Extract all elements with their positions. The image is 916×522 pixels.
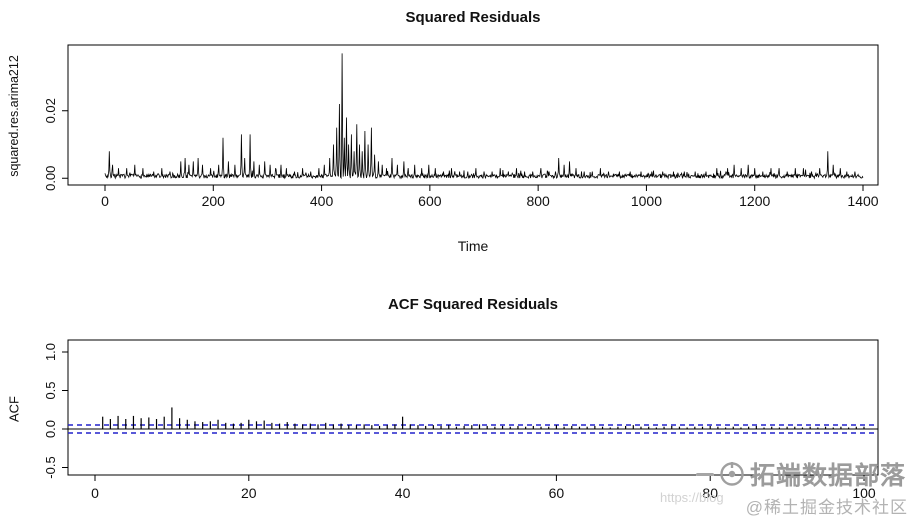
chart2-y-tick-label: 1.0 [43,343,58,361]
chart1-x-tick-label: 1000 [631,193,662,209]
chart2-x-tick-label: 60 [549,485,565,501]
chart1-y-tick-label: 0.00 [43,166,58,191]
chart2-x-tick-label: 40 [395,485,411,501]
chart1-x-tick-label: 0 [101,193,109,209]
watermark-brand: 拓端数据部落 [695,456,906,492]
chart2-y-tick-label: -0.5 [43,456,58,478]
chart1-title: Squared Residuals [405,9,541,26]
chart2-x-tick-label: 20 [241,485,257,501]
chart1-x-tick-label: 400 [310,193,334,209]
chart2-x-tick-label: 100 [852,485,876,501]
watermark-url: https://blog [660,490,724,505]
chart1-x-tick-label: 1400 [847,193,878,209]
chart1-plot-box [67,44,879,186]
chart1-x-tick-label: 1200 [739,193,770,209]
compass-logo-icon [719,461,745,487]
chart1-x-axis-label: Time [457,238,489,254]
chart2-y-axis-label: ACF [6,396,22,422]
watermark-community: @稀土掘金技术社区 [745,498,908,517]
watermark-brand-text: 拓端数据部落 [749,462,906,490]
brand-dash-icon [695,472,714,476]
chart1-y-axis-label: squared.res.arima212 [7,55,21,177]
squared-residuals-series [104,53,864,180]
chart2-y-tick-label: 0.5 [43,381,58,399]
chart1-x-tick-label: 800 [526,193,550,209]
chart2-x-tick-label: 80 [702,485,718,501]
chart1-x-tick-label: 200 [202,193,226,209]
chart2-y-tick-label: 0.0 [43,420,58,438]
chart1-y-tick-label: 0.02 [43,98,58,123]
chart2-x-tick-label: 0 [91,485,99,501]
chart2-plot-box [67,339,879,476]
chart1-x-tick-label: 600 [418,193,442,209]
chart2-title: ACF Squared Residuals [387,296,559,313]
